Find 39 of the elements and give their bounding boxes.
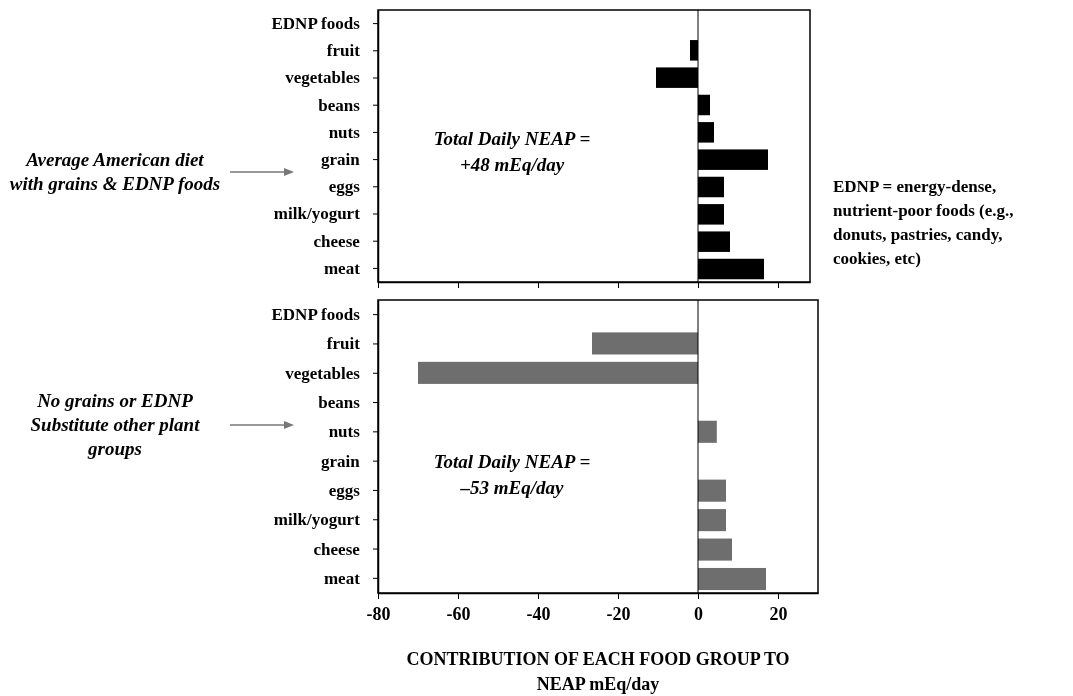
annotation: Total Daily NEAP = +48 mEq/day — [433, 128, 591, 175]
y-tick-label: fruit — [326, 41, 361, 61]
y-tick-label: eggs — [328, 177, 361, 197]
x-axis-title: CONTRIBUTION OF EACH FOOD GROUP TO NEAP mEq/day — [406, 649, 790, 694]
y-tick-label: meat — [323, 258, 361, 278]
x-tick-label: -80 — [366, 604, 391, 624]
text: EDNP = energy-dense, nutrient-poor foods (e.g., donuts, pastries, candy, cookies, etc) — [833, 177, 1014, 268]
y-tick-label: grain — [321, 150, 361, 170]
y-tick-label: eggs — [328, 480, 361, 500]
y-tick-label: grain — [321, 451, 361, 471]
y-tick-label: meat — [323, 568, 361, 588]
y-tick-label: cheese — [313, 231, 361, 251]
y-tick-label: milk/yogurt — [273, 510, 361, 530]
bar — [592, 332, 698, 355]
annotation: Total Daily NEAP = –53 mEq/day — [433, 451, 591, 498]
y-tick-label: fruit — [326, 334, 361, 354]
text: Average American diet with grains & EDNP foods — [9, 149, 221, 194]
bar — [698, 479, 726, 502]
x-tick-label: -20 — [606, 604, 631, 624]
bar — [698, 509, 726, 532]
y-tick-label: vegetables — [285, 363, 361, 383]
bar — [698, 420, 717, 443]
x-tick-label: 20 — [769, 604, 788, 624]
bar — [698, 538, 732, 561]
y-tick-label: nuts — [328, 122, 361, 142]
x-tick-label: 0 — [694, 604, 703, 624]
y-tick-label: beans — [318, 392, 361, 412]
y-tick-label: EDNP foods — [271, 14, 361, 34]
x-tick-label: -60 — [446, 604, 471, 624]
bar — [418, 361, 698, 384]
y-tick-label: milk/yogurt — [273, 204, 361, 224]
y-tick-label: beans — [318, 95, 361, 115]
text: No grains or EDNP Substitute other plant groups — [30, 390, 201, 459]
y-tick-label: vegetables — [285, 68, 361, 88]
bar — [698, 567, 766, 591]
y-tick-label: nuts — [328, 422, 361, 442]
y-tick-label: cheese — [313, 539, 361, 559]
y-tick-label: EDNP foods — [271, 305, 361, 325]
x-tick-label: -40 — [526, 604, 551, 624]
